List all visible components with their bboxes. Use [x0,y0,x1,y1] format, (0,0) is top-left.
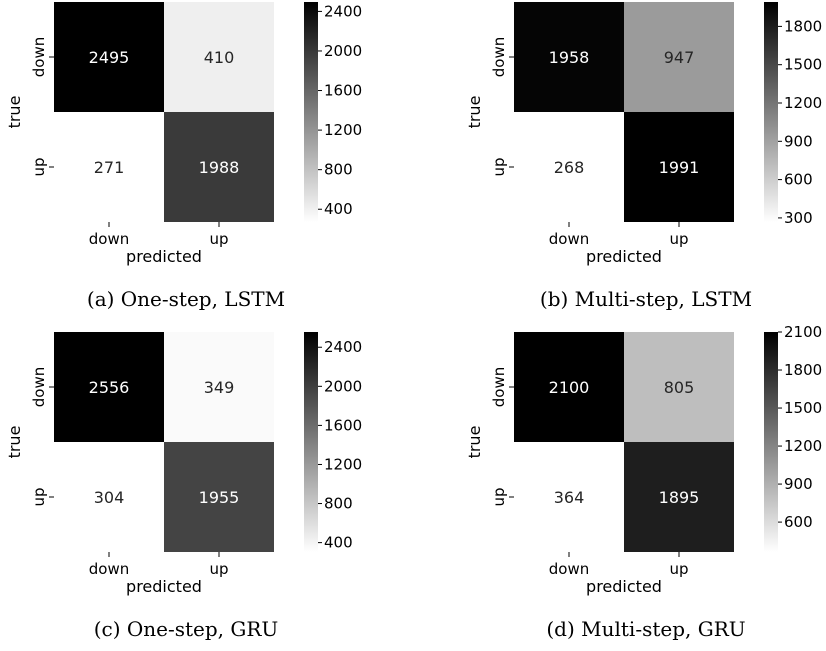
cell-value-label: 1895 [659,488,700,507]
colorbar-tick-label: 2400 [324,338,362,356]
heatmap-cell [164,332,274,442]
colorbar-tick-label: 1200 [784,94,822,112]
colorbar-tick-label: 1200 [324,121,362,139]
heatmap-cell [514,332,624,442]
subfigure-caption: (a) One-step, LSTM [87,287,285,311]
x-tick-label: down [89,560,129,578]
colorbar-tick-label: 1800 [784,361,822,379]
colorbar-tick-label: 1600 [324,82,362,100]
colorbar-tick-label: 800 [324,495,353,513]
y-tick-label: down [30,367,48,407]
cell-value-label: 2495 [89,48,130,67]
colorbar-tick-label: 2100 [784,323,822,341]
cell-value-label: 268 [554,158,585,177]
x-tick-label: up [209,560,228,578]
colorbar-tick-label: 900 [784,475,813,493]
x-tick-label: up [209,230,228,248]
heatmap-cell [54,2,164,112]
y-tick-label: up [490,157,508,176]
heatmap-cell [624,2,734,112]
heatmap-cell [164,112,274,222]
colorbar-tick-label: 2400 [324,2,362,20]
cell-value-label: 304 [94,488,125,507]
x-tick-label: up [669,230,688,248]
cell-value-label: 805 [664,378,695,397]
heatmap-cell [514,2,624,112]
heatmap-cell [54,442,164,552]
panel-a: 2495 410 271 1988 down up down up predicted true 4… [5,2,362,311]
panel-d: 2100 805 364 1895 down up down up predicted true 6… [465,323,822,641]
subfigure-caption: (b) Multi-step, LSTM [540,287,752,311]
x-tick-label: up [669,560,688,578]
colorbar [764,332,778,552]
colorbar [304,332,318,552]
heatmap-cell [514,442,624,552]
cell-value-label: 1955 [199,488,240,507]
colorbar-tick-label: 300 [784,209,813,227]
colorbar-tick-label: 1500 [784,56,822,74]
cell-value-label: 2556 [89,378,130,397]
y-tick-label: up [490,487,508,506]
y-tick-label: down [490,367,508,407]
y-tick-label: down [30,37,48,77]
heatmap-cell [164,2,274,112]
colorbar-tick-label: 400 [324,534,353,552]
colorbar-tick-label: 600 [784,513,813,531]
colorbar [304,2,318,222]
cell-value-label: 947 [664,48,695,67]
heatmap-cell [624,442,734,552]
cell-value-label: 1958 [549,48,590,67]
x-tick-label: down [89,230,129,248]
y-axis-title: true [465,426,484,459]
colorbar-tick-label: 1800 [784,17,822,35]
cell-value-label: 271 [94,158,125,177]
y-tick-label: up [30,157,48,176]
x-tick-label: down [549,230,589,248]
colorbar-tick-label: 800 [324,161,353,179]
x-tick-label: down [549,560,589,578]
colorbar-tick-label: 2000 [324,42,362,60]
panel-b: 1958 947 268 1991 down up down up predicted true 3… [465,2,822,311]
heatmap-cell [54,332,164,442]
cell-value-label: 1991 [659,158,700,177]
heatmap-cell [164,442,274,552]
cell-value-label: 2100 [549,378,590,397]
colorbar-tick-label: 1200 [324,455,362,473]
subfigure-caption: (d) Multi-step, GRU [546,617,745,641]
panel-c: 2556 349 304 1955 down up down up predicted true 4… [5,332,362,641]
cell-value-label: 1988 [199,158,240,177]
colorbar-tick-label: 600 [784,171,813,189]
y-axis-title: true [5,96,24,129]
cell-value-label: 349 [204,378,235,397]
colorbar-tick-label: 1200 [784,437,822,455]
heatmap-cell [624,332,734,442]
cell-value-label: 410 [204,48,235,67]
x-axis-title: predicted [126,247,202,266]
heatmap-cell [514,112,624,222]
colorbar [764,2,778,222]
x-axis-title: predicted [126,577,202,596]
x-axis-title: predicted [586,247,662,266]
colorbar-tick-label: 400 [324,200,353,218]
y-tick-label: up [30,487,48,506]
colorbar-tick-label: 1500 [784,399,822,417]
y-axis-title: true [465,96,484,129]
colorbar-tick-label: 2000 [324,377,362,395]
colorbar-tick-label: 1600 [324,416,362,434]
cell-value-label: 364 [554,488,585,507]
colorbar-tick-label: 900 [784,132,813,150]
heatmap-cell [54,112,164,222]
subfigure-caption: (c) One-step, GRU [94,617,279,641]
y-axis-title: true [5,426,24,459]
heatmap-cell [624,112,734,222]
x-axis-title: predicted [586,577,662,596]
y-tick-label: down [490,37,508,77]
